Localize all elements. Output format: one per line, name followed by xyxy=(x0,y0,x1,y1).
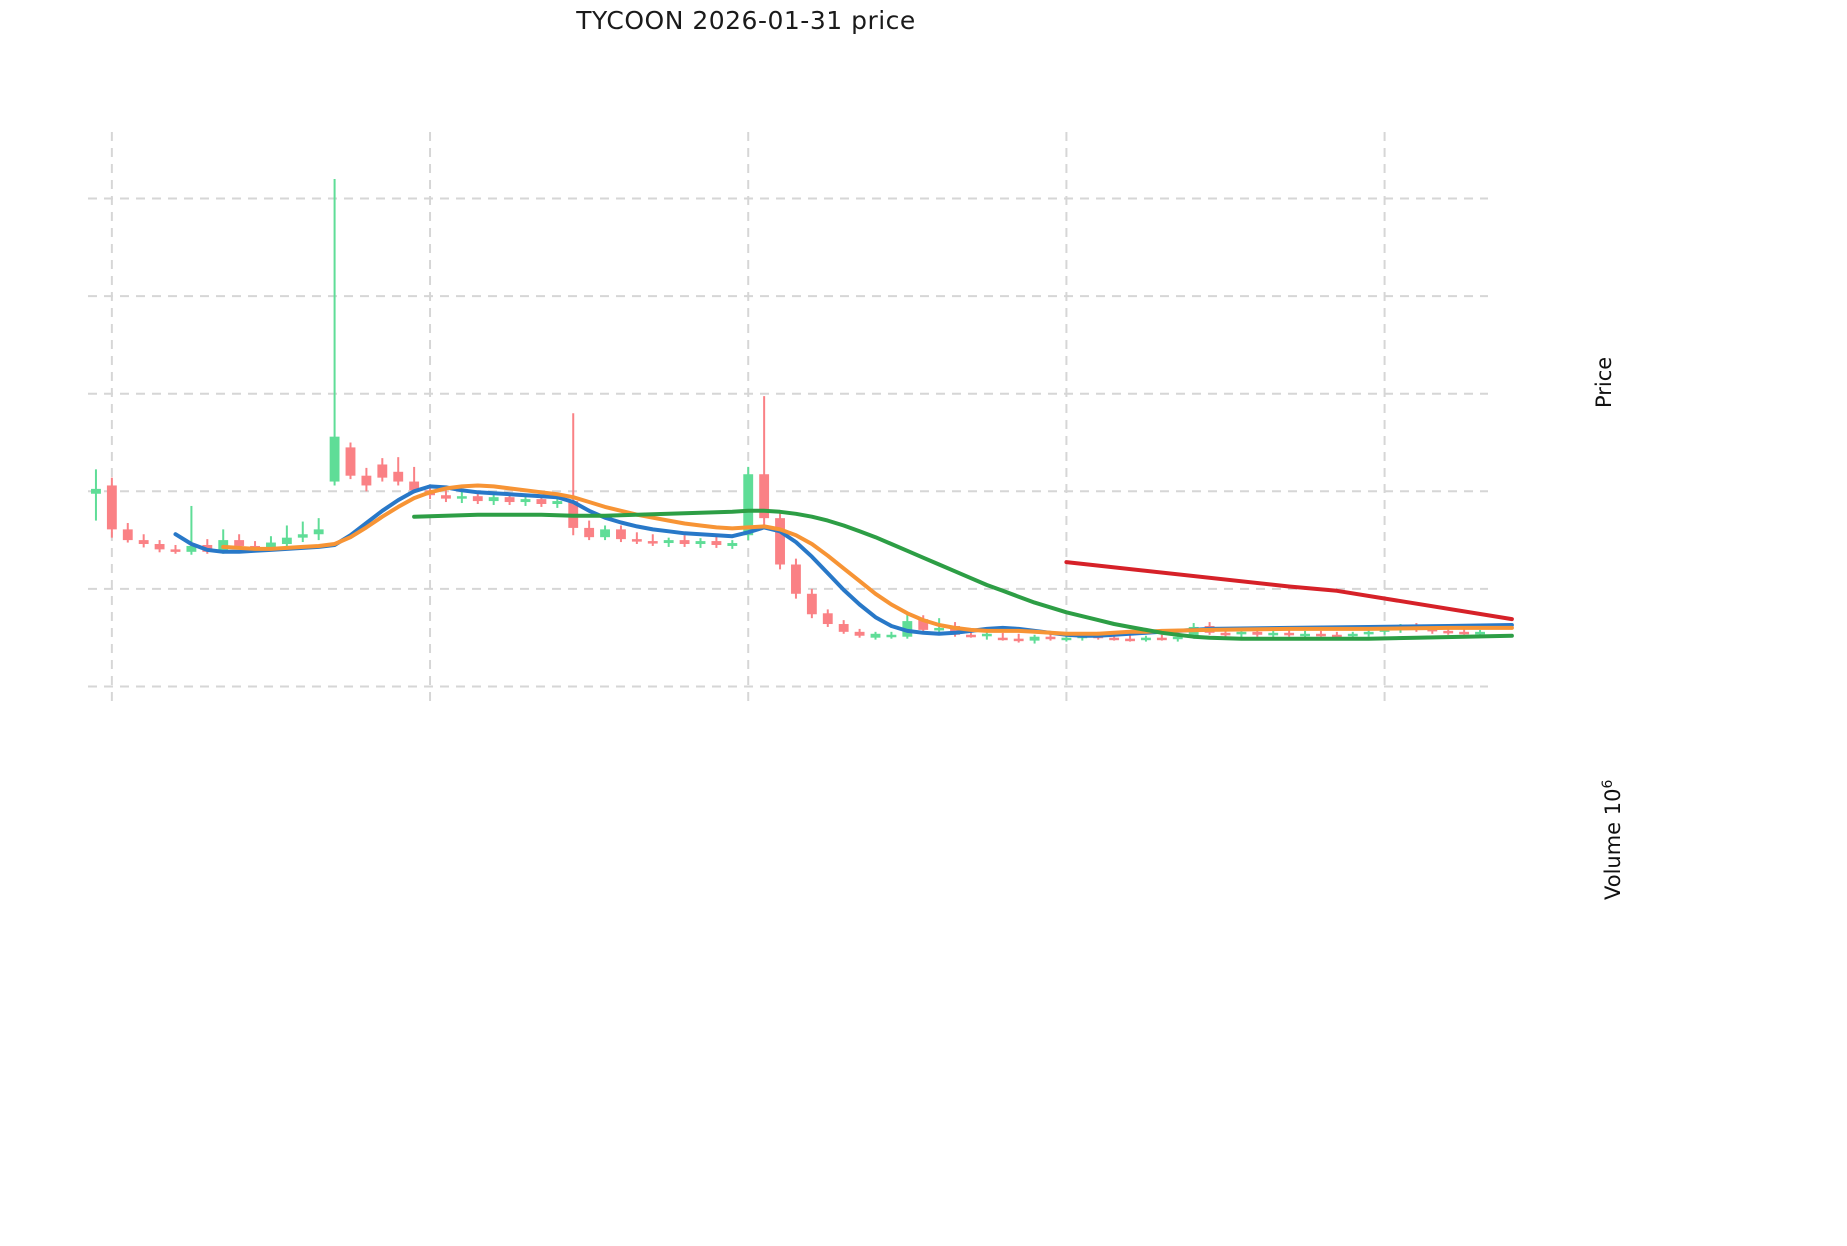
price-axis-label: Price xyxy=(1592,356,1616,408)
volume-axis-text: Volume 10 xyxy=(1601,788,1625,900)
price-gridlines xyxy=(88,132,1488,706)
moving-average-lines xyxy=(173,483,1514,641)
chart-title: TYCOON 2026-01-31 price xyxy=(576,6,916,35)
volume-svg xyxy=(88,706,1488,943)
price-svg xyxy=(88,132,1514,706)
candlestick-series xyxy=(91,179,1485,644)
price-panel xyxy=(88,132,1514,706)
volume-axis-exponent: 6 xyxy=(1600,779,1616,789)
volume-axis-label: Volume 106 xyxy=(1600,780,1625,900)
volume-panel xyxy=(88,706,1488,943)
